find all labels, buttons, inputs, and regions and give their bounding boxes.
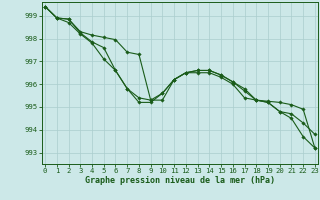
X-axis label: Graphe pression niveau de la mer (hPa): Graphe pression niveau de la mer (hPa) (85, 176, 275, 185)
